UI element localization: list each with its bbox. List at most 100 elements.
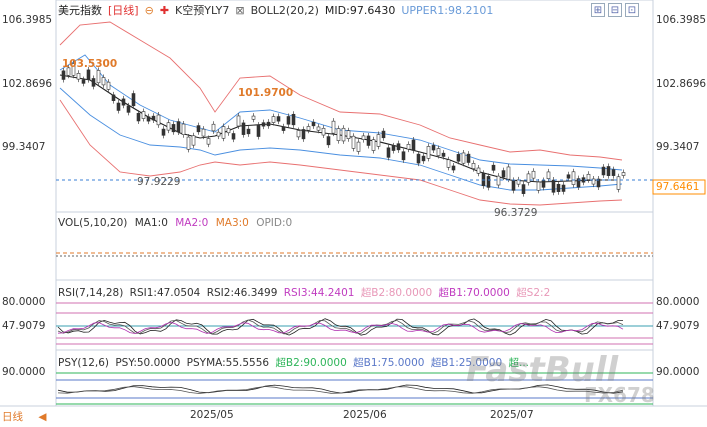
- candle-body: [226, 128, 231, 134]
- candle-body: [466, 153, 471, 163]
- rsi3-line: [57, 321, 624, 334]
- candle-body: [141, 111, 146, 119]
- psy-label-right-1: 90.0000: [656, 366, 700, 378]
- k-indicator-icon: ✚: [159, 3, 170, 17]
- candle-body: [511, 180, 516, 191]
- candle-body: [476, 167, 481, 174]
- upper-value: UPPER1:98.2101: [401, 3, 494, 17]
- rsi-label-left-2: 47.9079: [2, 320, 46, 332]
- candle-body: [61, 70, 66, 80]
- candle-body: [471, 163, 476, 169]
- candle-body: [396, 143, 401, 151]
- candle-body: [611, 169, 616, 176]
- candle-body: [571, 171, 576, 185]
- candle-body: [216, 131, 221, 137]
- candle-body: [436, 148, 441, 156]
- vol-ma1: MA1:0: [134, 217, 168, 229]
- candle-body: [541, 180, 546, 188]
- rsi-ob2: 超B2:80.0000: [360, 287, 433, 299]
- vol-ma3: MA3:0: [215, 217, 249, 229]
- candle-body: [311, 121, 316, 127]
- price-label-right-1: 106.3985: [656, 14, 707, 26]
- vol-opid: OPID:0: [256, 217, 293, 229]
- candle-body: [166, 122, 171, 131]
- rsi-os2: 超S2:2: [516, 287, 551, 299]
- psyma-line: [57, 386, 624, 394]
- psyma-value: PSYMA:55.5556: [186, 357, 270, 369]
- candle-body: [321, 127, 326, 136]
- candle-body: [386, 147, 391, 158]
- rsi3-value: RSI3:44.2401: [283, 287, 355, 299]
- expand-icon[interactable]: ⊞: [591, 3, 605, 17]
- candle-body: [411, 139, 416, 151]
- price-label-left-1: 106.3985: [2, 14, 53, 26]
- candle-body: [416, 153, 421, 164]
- candle-body: [291, 113, 296, 126]
- candle-body: [131, 93, 136, 107]
- rsi-legend: RSI(7,14,28) RSI1:47.0504 RSI2:46.3499 R…: [58, 285, 550, 300]
- volume-legend: VOL(5,10,20) MA1:0 MA2:0 MA3:0 OPID:0: [58, 217, 292, 229]
- candle-body: [241, 122, 246, 135]
- candle-body: [231, 133, 236, 140]
- candle-body: [546, 171, 551, 180]
- rsi-ob1: 超B1:70.0000: [438, 287, 510, 299]
- candle-body: [286, 116, 291, 125]
- boll-lower-line: [59, 99, 623, 206]
- settings-icon[interactable]: ⊖: [144, 3, 154, 17]
- candle-body: [251, 115, 256, 120]
- candle-body: [616, 176, 621, 190]
- candle-body: [491, 164, 496, 171]
- candle-body: [111, 94, 116, 101]
- layout-icon[interactable]: ⊡: [625, 3, 639, 17]
- candle-body: [196, 125, 201, 133]
- psy-os2: 超...: [508, 357, 530, 369]
- rsi-label-right-1: 80.0000: [656, 296, 700, 308]
- candle-body: [326, 136, 331, 146]
- candle-body: [246, 128, 251, 135]
- boll-inner-lower-line: [59, 87, 623, 191]
- psy-ob1: 超B1:75.0000: [353, 357, 425, 369]
- chevron-left-icon[interactable]: ◀: [38, 411, 47, 423]
- candle-body: [486, 176, 491, 188]
- candle-body: [576, 178, 581, 188]
- candle-body: [351, 135, 356, 149]
- candle-body: [301, 129, 306, 140]
- candle-body: [86, 69, 91, 80]
- mid-value: MID:97.6430: [324, 3, 396, 17]
- period-button-label: 日线: [2, 411, 23, 423]
- price-label-left-2: 102.8696: [2, 78, 53, 90]
- candle-body: [266, 121, 271, 127]
- price-label-right-3: 99.3407: [656, 141, 700, 153]
- candle-body: [151, 115, 156, 121]
- candle-body: [146, 116, 151, 122]
- period-label[interactable]: [日线]: [108, 4, 139, 17]
- candle-body: [391, 145, 396, 151]
- k-indicator-label[interactable]: K空预YLY7: [175, 4, 230, 17]
- chart-title: 美元指数: [58, 4, 102, 17]
- candle-body: [401, 151, 406, 161]
- candle-body: [381, 130, 386, 139]
- low-annotation-2: 96.3729: [494, 207, 538, 219]
- boll-label[interactable]: BOLL2(20,2): [250, 3, 319, 17]
- candle-body: [161, 128, 166, 136]
- rsi1-line: [57, 318, 624, 336]
- candle-body: [106, 81, 111, 90]
- high-annotation-2: 101.9700: [238, 87, 294, 99]
- candle-body: [446, 159, 451, 168]
- candle-body: [276, 116, 281, 122]
- candle-body: [406, 144, 411, 150]
- candle-body: [281, 126, 286, 131]
- rsi-label-right-2: 47.9079: [656, 320, 700, 332]
- price-label-right-2: 102.8696: [656, 78, 707, 90]
- date-label-3: 2025/07: [490, 409, 534, 421]
- candle-body: [76, 73, 81, 80]
- collapse-icon[interactable]: ⊟: [608, 3, 622, 17]
- period-button[interactable]: 日线 ◀: [2, 409, 46, 424]
- candle-body: [331, 120, 336, 134]
- price-label-left-3: 99.3407: [2, 141, 46, 153]
- candle-body: [376, 134, 381, 147]
- date-label-1: 2025/05: [190, 409, 234, 421]
- candle-body: [236, 115, 241, 127]
- watermark-logo: FastBull: [466, 350, 619, 390]
